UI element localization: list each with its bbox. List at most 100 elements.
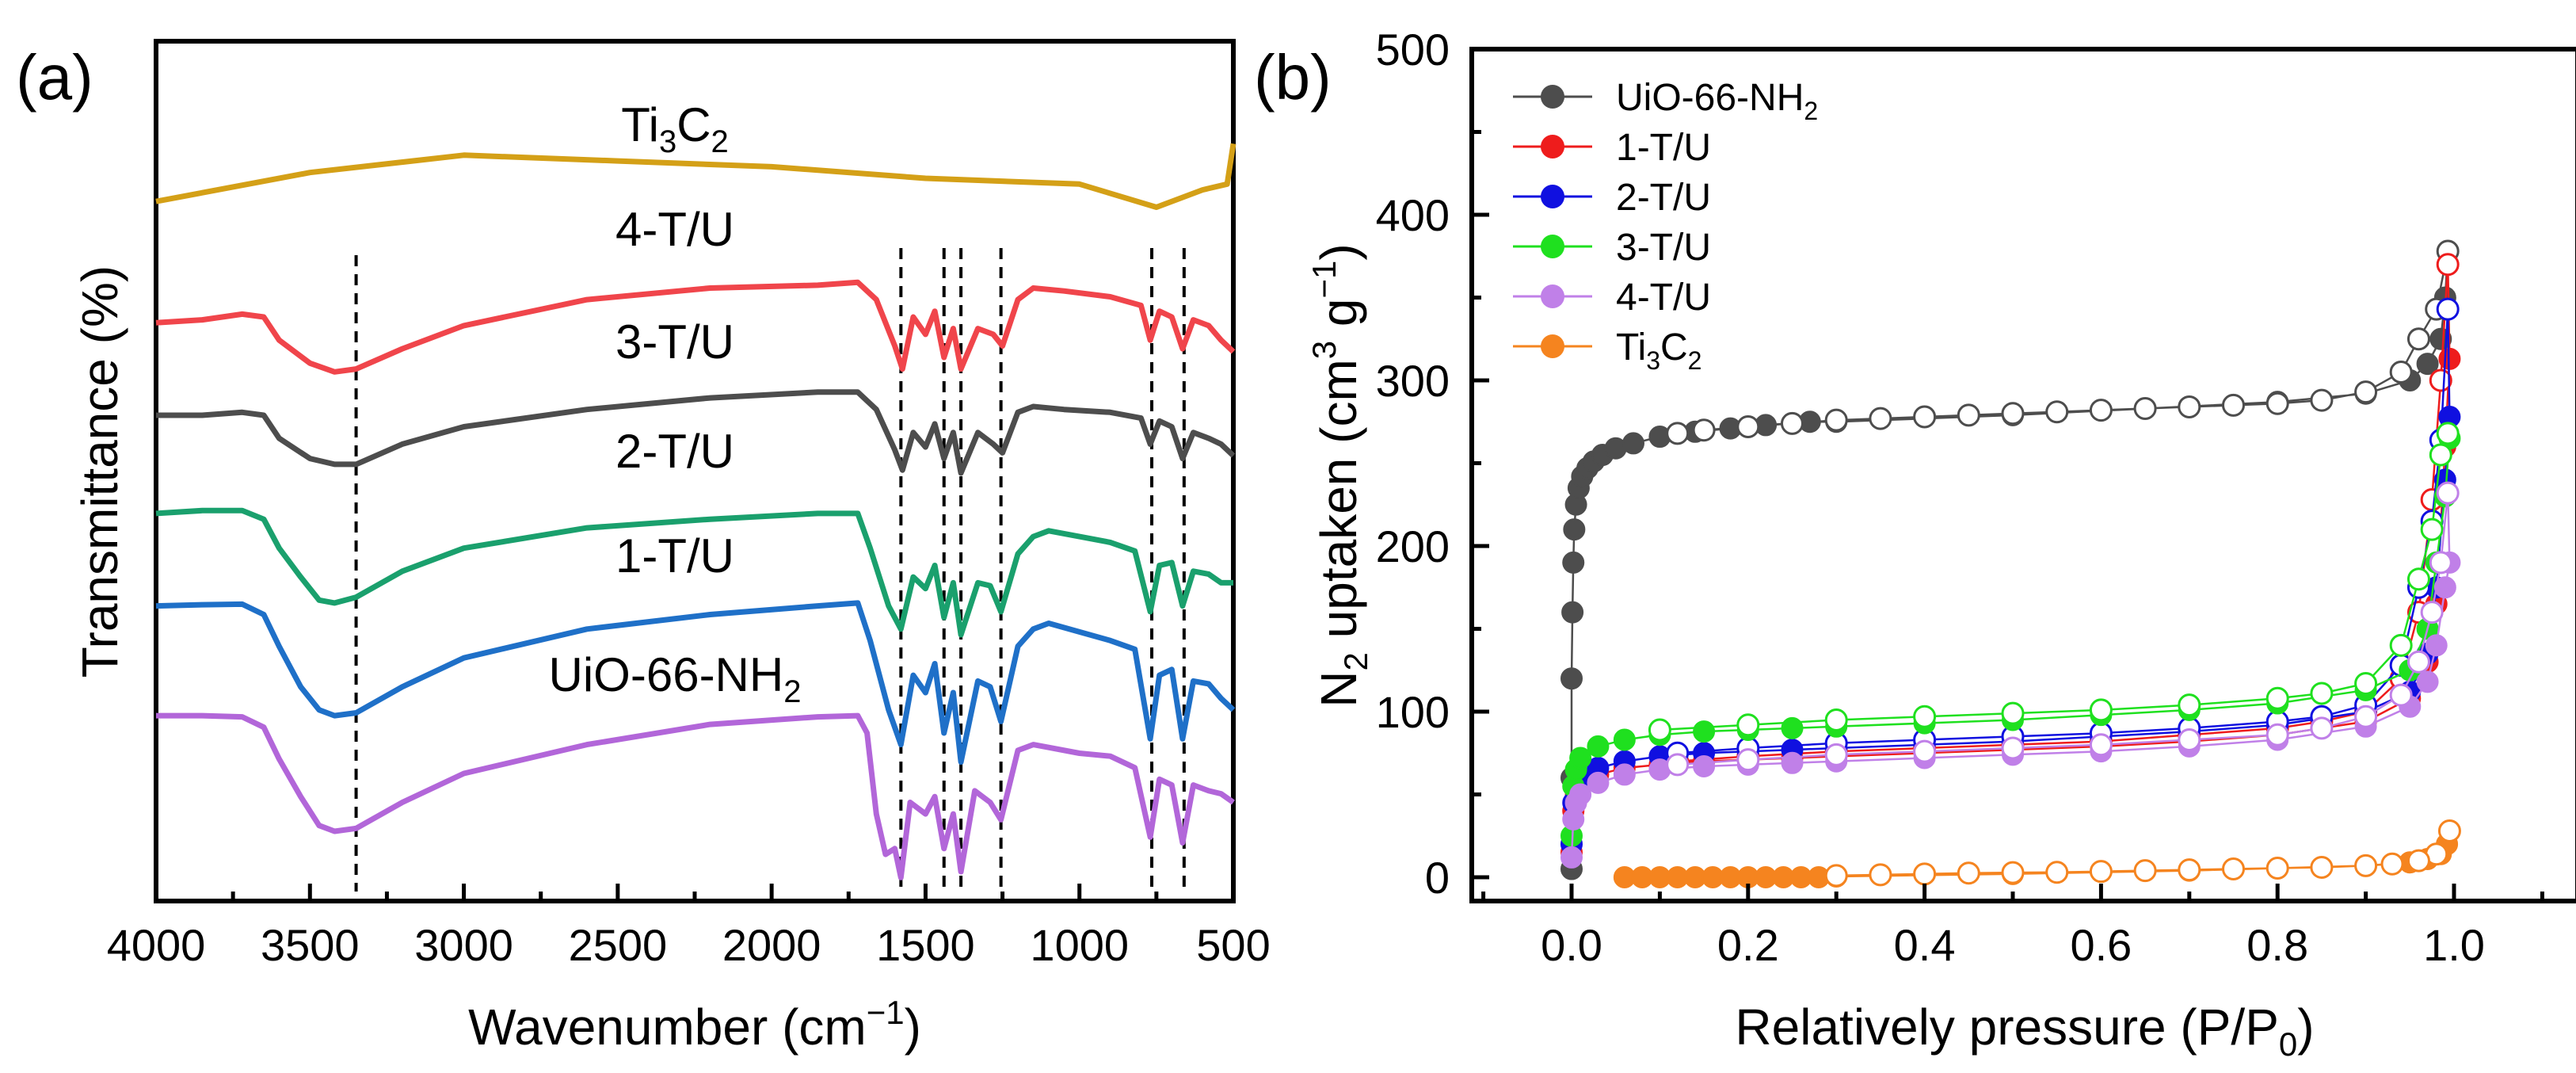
adsorption-point bbox=[1781, 751, 1804, 774]
spectrum-label-0: Ti3C2 bbox=[621, 98, 729, 159]
desorption-point bbox=[2389, 683, 2413, 707]
x-tick-label-3000: 3000 bbox=[414, 920, 513, 970]
adsorption-point bbox=[1613, 728, 1636, 751]
adsorption-point bbox=[1560, 667, 1583, 690]
desorption-point bbox=[2001, 701, 2025, 725]
spectrum-label-4: 1-T/U bbox=[615, 529, 734, 582]
desorption-point bbox=[2178, 395, 2201, 418]
desorption-point bbox=[2436, 297, 2460, 321]
y-tick-label-200: 200 bbox=[1376, 521, 1450, 571]
panel-a-x-ticks: 4000 3500 3000 2500 2000 1500 1000 500 bbox=[107, 884, 1271, 970]
adsorption-point bbox=[2416, 353, 2439, 376]
panel-b: (b) 0.0 0.2 0.4 0.6 0.8 1.0 0 100 200 300 400 500 U… bbox=[1254, 25, 2576, 1063]
adsorption-point bbox=[2433, 576, 2456, 599]
adsorption-point bbox=[1621, 432, 1644, 455]
panel-a-series-labels: Ti3C2 4-T/U 3-T/U 2-T/U 1-T/U UiO-66-NH2 bbox=[549, 98, 802, 709]
desorption-point bbox=[2001, 861, 2025, 884]
panel-a-y-axis-label: Transmittance (%) bbox=[71, 265, 128, 678]
desorption-point bbox=[1824, 708, 1848, 731]
panel-a-series bbox=[155, 143, 1237, 880]
desorption-point bbox=[2089, 733, 2113, 757]
panel-b-ticks: 0.0 0.2 0.4 0.6 0.8 1.0 0 100 200 300 400 500 bbox=[1376, 25, 2544, 970]
x-tick-label-1.0: 1.0 bbox=[2423, 920, 2485, 970]
desorption-point bbox=[2265, 857, 2289, 880]
desorption-point bbox=[2222, 857, 2245, 881]
adsorption-point bbox=[1562, 551, 1585, 574]
panel-b-x-axis-label: Relatively pressure (P/P0) bbox=[1735, 999, 2314, 1063]
desorption-point bbox=[2001, 736, 2025, 760]
desorption-point bbox=[1736, 415, 1760, 439]
adsorption-point bbox=[1613, 763, 1636, 786]
desorption-point bbox=[2389, 633, 2413, 657]
desorption-point bbox=[2089, 399, 2113, 422]
desorption-point bbox=[1824, 743, 1848, 766]
desorption-point bbox=[1913, 739, 1937, 763]
legend-label-0: UiO-66-NH2 bbox=[1616, 77, 1818, 125]
panel-b-frame bbox=[1469, 47, 2576, 903]
desorption-point bbox=[2406, 849, 2430, 873]
spectrum-line-0 bbox=[155, 143, 1237, 210]
desorption-point bbox=[2429, 368, 2452, 392]
isotherm-line-4 bbox=[1570, 492, 2451, 857]
x-tick-label-4000: 4000 bbox=[107, 920, 206, 970]
desorption-point bbox=[1781, 411, 1804, 435]
adsorption-point bbox=[1560, 846, 1583, 869]
adsorption-point bbox=[1693, 754, 1716, 777]
desorption-point bbox=[2133, 859, 2157, 883]
desorption-point bbox=[2310, 855, 2334, 879]
desorption-point bbox=[2406, 567, 2430, 591]
y-tick-label-500: 500 bbox=[1376, 25, 1450, 74]
desorption-point bbox=[1957, 861, 1980, 885]
desorption-point bbox=[1648, 718, 1671, 742]
desorption-point bbox=[2406, 327, 2430, 351]
panel-b-y-axis-label: N2 uptaken (cm3 g−1) bbox=[1305, 243, 1374, 707]
desorption-point bbox=[2265, 686, 2289, 710]
desorption-point bbox=[2380, 852, 2404, 876]
desorption-point bbox=[2089, 698, 2113, 722]
legend-label-5: Ti3C2 bbox=[1616, 326, 1701, 375]
x-tick-label-3500: 3500 bbox=[261, 920, 360, 970]
desorption-point bbox=[2310, 716, 2334, 740]
legend-marker-4 bbox=[1541, 284, 1564, 308]
desorption-point bbox=[2437, 819, 2461, 842]
adsorption-point bbox=[1781, 716, 1804, 739]
desorption-point bbox=[1692, 418, 1716, 442]
desorption-point bbox=[2310, 388, 2334, 412]
desorption-point bbox=[2178, 693, 2201, 717]
x-tick-label-0.2: 0.2 bbox=[1717, 920, 1779, 970]
desorption-point bbox=[2436, 422, 2460, 445]
legend-label-4: 4-T/U bbox=[1616, 277, 1711, 319]
adsorption-point bbox=[1561, 601, 1584, 624]
legend-marker-2 bbox=[1541, 185, 1564, 208]
y-tick-label-100: 100 bbox=[1376, 687, 1450, 737]
spectrum-label-1: 4-T/U bbox=[615, 203, 734, 256]
x-tick-label-0.4: 0.4 bbox=[1894, 920, 1956, 970]
desorption-point bbox=[2089, 860, 2113, 884]
desorption-point bbox=[2265, 723, 2289, 747]
desorption-point bbox=[1666, 422, 1690, 445]
desorption-point bbox=[2420, 601, 2444, 624]
spectrum-line-4 bbox=[155, 600, 1236, 765]
spectrum-line-1 bbox=[155, 279, 1236, 375]
desorption-point bbox=[2354, 853, 2378, 877]
panel-a: (a) Ti3C24-T/U3-T/U2-T/U1-T/UUiO-66-NH2 … bbox=[16, 39, 1271, 1056]
legend-label-3: 3-T/U bbox=[1616, 227, 1711, 269]
spectrum-label-5: UiO-66-NH2 bbox=[549, 648, 802, 709]
adsorption-point bbox=[1569, 747, 1592, 769]
desorption-point bbox=[2265, 391, 2289, 415]
y-tick-label-0: 0 bbox=[1425, 853, 1450, 903]
adsorption-point bbox=[1563, 518, 1586, 541]
legend-label-1: 1-T/U bbox=[1616, 127, 1711, 169]
panel-b-series bbox=[1560, 239, 2461, 888]
desorption-point bbox=[2429, 551, 2452, 575]
x-tick-label-1500: 1500 bbox=[876, 920, 975, 970]
desorption-point bbox=[2436, 253, 2460, 277]
desorption-point bbox=[2354, 705, 2378, 728]
desorption-point bbox=[2354, 380, 2378, 404]
desorption-point bbox=[2406, 650, 2430, 674]
desorption-point bbox=[2222, 393, 2245, 417]
desorption-point bbox=[1824, 864, 1848, 888]
legend-marker-1 bbox=[1541, 135, 1564, 158]
desorption-point bbox=[2178, 858, 2201, 882]
spectrum-line-3 bbox=[155, 507, 1233, 638]
